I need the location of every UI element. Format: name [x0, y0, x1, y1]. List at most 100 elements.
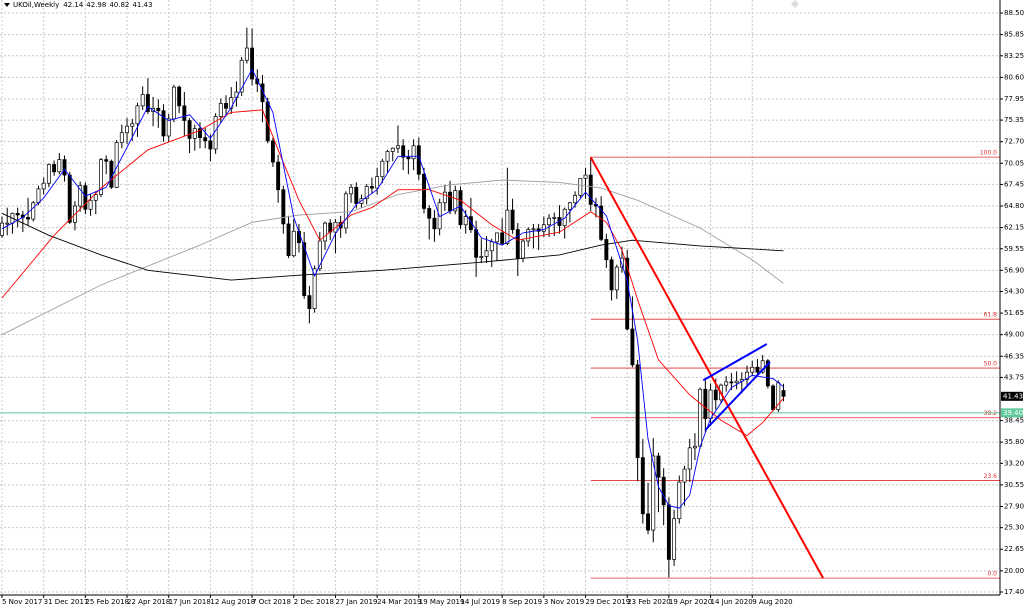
- hline-label: 39.40: [1003, 409, 1023, 417]
- candle-body: [140, 94, 145, 107]
- candle-body: [505, 209, 510, 244]
- y-tick-label: 62.15: [1004, 224, 1024, 232]
- high: 42.98: [86, 1, 106, 9]
- candle-body: [99, 159, 103, 195]
- fib-label: 23.6: [984, 473, 998, 480]
- candle-body: [343, 193, 348, 229]
- candle-body: [57, 159, 62, 173]
- y-tick-label: 22.65: [1004, 545, 1024, 553]
- candle-body: [640, 457, 645, 515]
- candle-body: [411, 145, 416, 160]
- candle-body: [130, 123, 135, 127]
- candle-body: [578, 177, 583, 196]
- candle-body: [630, 328, 635, 366]
- price-label: 41.43: [1003, 392, 1023, 400]
- candle-body: [52, 164, 57, 173]
- candle-body: [182, 105, 187, 121]
- candle-body: [93, 194, 98, 201]
- y-tick-label: 17.40: [1004, 588, 1024, 596]
- candle-body: [755, 366, 760, 373]
- trend-line: [702, 343, 768, 382]
- candle-body: [171, 86, 176, 120]
- x-tick-label: 25 Feb 2018: [85, 598, 129, 606]
- y-tick-label: 88.50: [1004, 9, 1024, 17]
- candle-body: [145, 94, 150, 112]
- moving-average: [1, 179, 784, 336]
- candle-body: [46, 164, 51, 184]
- candle-body: [349, 186, 354, 195]
- candle-body: [604, 239, 609, 261]
- candle-body: [15, 212, 20, 216]
- candle-body: [291, 230, 296, 257]
- x-tick-label: 27 Jan 2019: [335, 598, 377, 606]
- open: 42.14: [63, 1, 84, 9]
- candle-body: [479, 256, 484, 258]
- hline-box: [1001, 408, 1023, 418]
- candle-body: [422, 173, 426, 209]
- candle-body: [547, 217, 552, 226]
- moving-average: [1, 68, 784, 509]
- candle-body: [672, 518, 677, 560]
- candle-body: [484, 250, 489, 257]
- x-tick-label: 9 Aug 2020: [752, 598, 792, 606]
- candle-body: [713, 389, 718, 401]
- candle-body: [599, 205, 604, 240]
- candle-body: [656, 455, 661, 478]
- x-tick-label: 24 Mar 2019: [377, 598, 421, 606]
- candle-body: [729, 381, 734, 384]
- candle-body: [203, 137, 208, 142]
- x-tick-label: 2 Dec 2018: [294, 598, 334, 606]
- y-tick-label: 64.80: [1004, 202, 1024, 210]
- y-tick-label: 83.25: [1004, 52, 1024, 60]
- y-tick-label: 70.05: [1004, 159, 1024, 167]
- x-tick-label: 23 Feb 2020: [627, 598, 671, 606]
- candle-body: [515, 229, 520, 259]
- candle-body: [406, 156, 411, 160]
- candle-body: [119, 132, 124, 143]
- menu-icon[interactable]: [4, 3, 10, 7]
- y-tick-label: 46.35: [1004, 352, 1024, 360]
- candle-body: [531, 228, 536, 231]
- candle-body: [635, 364, 640, 458]
- candle-body: [573, 195, 578, 204]
- y-tick-label: 33.20: [1004, 459, 1024, 467]
- y-tick-label: 67.45: [1004, 180, 1024, 188]
- x-tick-label: 19 May 2019: [419, 598, 465, 606]
- candle-body: [620, 257, 624, 268]
- x-tick-label: 8 Sep 2019: [502, 598, 542, 606]
- candle-body: [78, 185, 83, 207]
- candle-body: [661, 476, 666, 506]
- x-tick-label: 14 Jun 2020: [711, 598, 753, 606]
- plot: 100.0 61.8 50.0 38.2 23.6 0.0: [0, 27, 1000, 579]
- candle-body: [510, 209, 515, 230]
- y-tick-label: 27.90: [1004, 502, 1024, 510]
- candle-body: [771, 385, 776, 410]
- candle-body: [369, 186, 374, 189]
- candle-body: [427, 208, 432, 219]
- candle-body: [703, 388, 708, 419]
- y-tick-label: 25.30: [1004, 524, 1024, 532]
- candle-body: [5, 222, 10, 225]
- candle-body: [692, 445, 697, 449]
- x-tick-label: 19 Apr 2020: [669, 598, 712, 606]
- candle-body: [588, 174, 593, 205]
- trend-line: [704, 361, 771, 431]
- candle-body: [198, 128, 202, 138]
- y-tick-label: 56.90: [1004, 266, 1024, 274]
- candle-body: [401, 145, 406, 158]
- candle-body: [724, 381, 729, 386]
- price-box: [1001, 391, 1023, 401]
- candle-body: [270, 140, 275, 163]
- candle-body: [521, 240, 525, 259]
- candle-body: [323, 222, 327, 242]
- x-tick-label: 14 Jul 2019: [460, 598, 500, 606]
- fib-label: 100.0: [980, 150, 997, 157]
- candle-body: [526, 229, 531, 242]
- candle-body: [36, 188, 41, 204]
- candle-body: [745, 371, 749, 380]
- candle-body: [468, 216, 473, 230]
- candle-body: [125, 125, 129, 134]
- y-tick-label: 75.35: [1004, 116, 1024, 124]
- candle-body: [666, 504, 671, 560]
